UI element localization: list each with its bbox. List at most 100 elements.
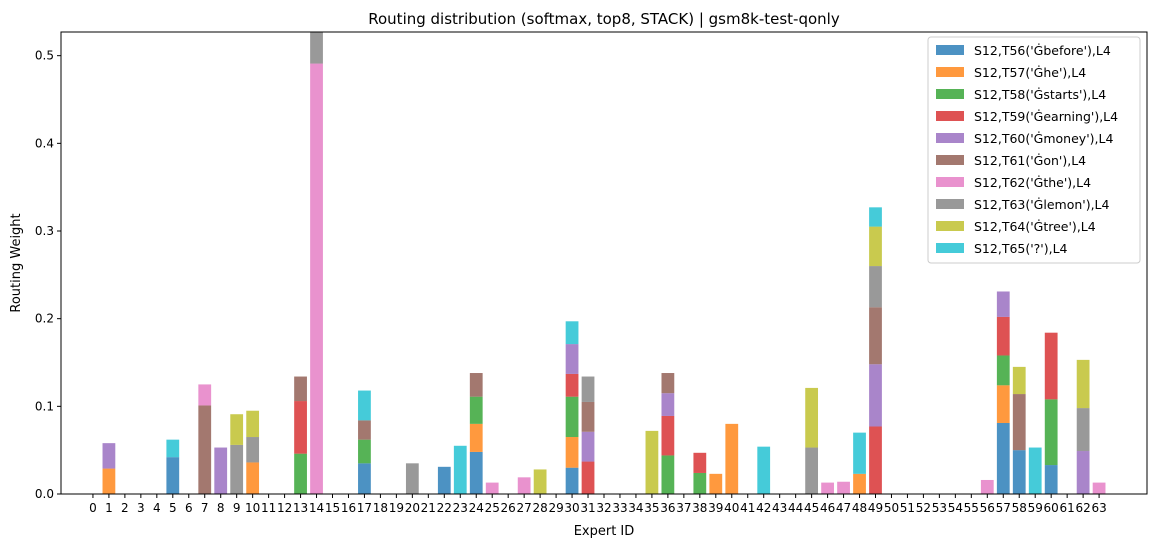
bar-series-2-expert-38 xyxy=(693,472,707,494)
legend-swatch xyxy=(936,45,964,55)
bar-series-5-expert-13 xyxy=(294,376,307,402)
bar-series-0-expert-30 xyxy=(565,467,579,494)
x-tick-label: 48 xyxy=(852,501,867,515)
bar-series-6-expert-56 xyxy=(980,479,994,494)
legend-label: S12,T62('Ġthe'),L4 xyxy=(974,174,1091,190)
bar-series-4-expert-31 xyxy=(581,431,595,462)
x-tick-label: 41 xyxy=(740,501,755,515)
bar-series-2-expert-13 xyxy=(294,453,307,494)
x-axis-label: Expert ID xyxy=(574,524,635,539)
x-tick-label: 18 xyxy=(373,501,388,515)
bar-series-6-expert-46 xyxy=(821,482,834,494)
x-tick-label: 34 xyxy=(628,501,643,515)
bar-series-2-expert-24 xyxy=(469,396,483,424)
x-tick-label: 60 xyxy=(1044,501,1059,515)
bar-series-0-expert-5 xyxy=(166,457,180,494)
legend-swatch xyxy=(936,243,964,253)
bar-series-0-expert-22 xyxy=(437,466,451,494)
x-tick-label: 1 xyxy=(105,501,113,515)
x-tick-label: 0 xyxy=(89,501,97,515)
bar-series-9-expert-48 xyxy=(853,432,866,474)
bar-series-1-expert-10 xyxy=(246,462,260,494)
x-tick-label: 62 xyxy=(1075,501,1090,515)
x-tick-label: 24 xyxy=(469,501,484,515)
x-tick-label: 27 xyxy=(517,501,532,515)
x-tick-label: 17 xyxy=(357,501,372,515)
x-tick-label: 56 xyxy=(980,501,995,515)
bar-series-3-expert-38 xyxy=(693,452,707,473)
bar-series-7-expert-14 xyxy=(310,32,323,64)
legend-swatch xyxy=(936,199,964,209)
bar-series-1-expert-39 xyxy=(709,473,723,494)
bar-series-6-expert-27 xyxy=(517,477,531,494)
bar-series-7-expert-45 xyxy=(805,447,819,494)
legend: S12,T56('Ġbefore'),L4 S12,T57('Ġhe'),L4 S1… xyxy=(927,36,1141,264)
bar-series-5-expert-17 xyxy=(358,420,371,440)
bar-series-9-expert-17 xyxy=(358,390,371,421)
x-tick-label: 52 xyxy=(916,501,931,515)
chart-title: Routing distribution (softmax, top8, STA… xyxy=(368,10,840,28)
x-tick-label: 30 xyxy=(564,501,579,515)
x-tick-label: 31 xyxy=(580,501,595,515)
x-tick-label: 57 xyxy=(996,501,1011,515)
x-tick-label: 63 xyxy=(1091,501,1106,515)
x-tick-label: 37 xyxy=(676,501,691,515)
bar-series-7-expert-49 xyxy=(869,266,882,308)
x-tick-label: 35 xyxy=(644,501,659,515)
bar-series-8-expert-10 xyxy=(246,410,260,438)
x-tick-label: 43 xyxy=(772,501,787,515)
bar-series-0-expert-24 xyxy=(469,451,483,494)
y-tick-label: 0.5 xyxy=(35,49,54,63)
bar-series-2-expert-36 xyxy=(661,455,675,494)
bar-series-3-expert-60 xyxy=(1044,332,1058,400)
x-tick-label: 53 xyxy=(932,501,947,515)
x-tick-label: 61 xyxy=(1060,501,1075,515)
x-tick-label: 14 xyxy=(309,501,324,515)
bar-series-9-expert-23 xyxy=(453,445,467,494)
bar-series-2-expert-57 xyxy=(996,355,1010,386)
y-ticks: 0.0 0.1 0.2 0.3 0.4 0.5 xyxy=(35,49,61,501)
bars-group xyxy=(102,32,1106,494)
legend-label: S12,T56('Ġbefore'),L4 xyxy=(974,42,1111,58)
x-tick-label: 22 xyxy=(437,501,452,515)
x-tick-label: 25 xyxy=(485,501,500,515)
bar-series-6-expert-63 xyxy=(1092,482,1106,494)
x-tick-label: 5 xyxy=(169,501,177,515)
x-tick-label: 45 xyxy=(804,501,819,515)
bar-series-6-expert-14 xyxy=(310,63,323,494)
bar-series-4-expert-1 xyxy=(102,443,116,469)
x-tick-label: 36 xyxy=(660,501,675,515)
bar-series-1-expert-40 xyxy=(725,423,739,494)
bar-series-7-expert-62 xyxy=(1076,408,1090,452)
bar-series-3-expert-13 xyxy=(294,401,307,454)
bar-series-0-expert-58 xyxy=(1012,450,1026,494)
bar-series-6-expert-7 xyxy=(198,384,212,406)
bar-series-5-expert-31 xyxy=(581,401,595,432)
bar-series-4-expert-30 xyxy=(565,344,579,374)
bar-series-8-expert-28 xyxy=(533,469,547,494)
legend-swatch xyxy=(936,155,964,165)
bar-series-1-expert-57 xyxy=(996,385,1010,423)
x-tick-label: 16 xyxy=(341,501,356,515)
x-tick-label: 51 xyxy=(900,501,915,515)
bar-series-3-expert-57 xyxy=(996,316,1010,356)
bar-series-8-expert-9 xyxy=(230,414,244,445)
y-tick-label: 0.4 xyxy=(35,136,54,150)
x-tick-label: 26 xyxy=(501,501,516,515)
bar-series-3-expert-49 xyxy=(869,426,882,494)
x-tick-label: 39 xyxy=(708,501,723,515)
x-tick-label: 50 xyxy=(884,501,899,515)
x-tick-label: 6 xyxy=(185,501,193,515)
bar-series-2-expert-30 xyxy=(565,396,579,438)
bar-series-3-expert-36 xyxy=(661,415,675,456)
legend-label: S12,T60('Ġmoney'),L4 xyxy=(974,130,1113,146)
bar-series-8-expert-58 xyxy=(1012,366,1026,395)
bar-series-9-expert-49 xyxy=(869,207,882,227)
x-tick-label: 3 xyxy=(137,501,145,515)
bar-series-1-expert-24 xyxy=(469,423,483,452)
x-tick-label: 47 xyxy=(836,501,851,515)
bar-series-7-expert-10 xyxy=(246,437,260,463)
bar-series-7-expert-20 xyxy=(405,463,419,494)
bar-series-6-expert-25 xyxy=(485,482,499,494)
